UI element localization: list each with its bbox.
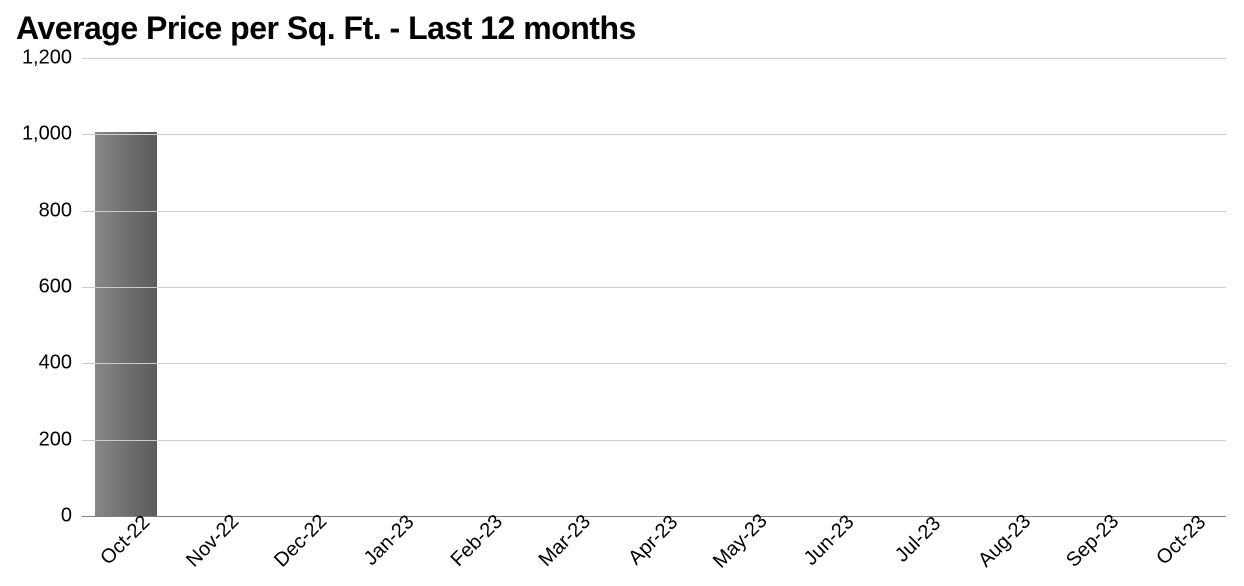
y-tick-label: 800	[39, 199, 72, 222]
x-tick-label: Jul-23	[891, 512, 946, 567]
x-tick-label: Sep-23	[1062, 510, 1124, 572]
gridline	[82, 58, 1226, 59]
y-tick-label: 0	[61, 505, 72, 528]
x-tick-label: May-23	[709, 510, 772, 573]
chart-title: Average Price per Sq. Ft. - Last 12 mont…	[16, 10, 1228, 47]
y-tick-label: 400	[39, 352, 72, 375]
y-tick-label: 1,000	[22, 123, 72, 146]
gridline	[82, 211, 1226, 212]
gridline	[82, 134, 1226, 135]
x-tick-label: Dec-22	[270, 510, 332, 572]
gridline	[82, 363, 1226, 364]
x-tick-label: Jan-23	[360, 511, 420, 571]
bar	[95, 132, 157, 516]
x-tick-label: Mar-23	[535, 511, 596, 572]
x-tick-label: Oct-23	[1152, 511, 1211, 570]
x-tick-label: Apr-23	[624, 511, 683, 570]
gridline	[82, 440, 1226, 441]
plot-area	[82, 58, 1226, 516]
x-tick-label: Oct-22	[96, 511, 155, 570]
y-axis: 02004006008001,0001,200	[0, 58, 82, 516]
x-tick-label: Feb-23	[447, 511, 508, 572]
gridline	[82, 287, 1226, 288]
y-tick-label: 600	[39, 276, 72, 299]
x-axis: Oct-22Nov-22Dec-22Jan-23Feb-23Mar-23Apr-…	[82, 516, 1226, 586]
x-tick-label: Nov-22	[182, 510, 244, 572]
x-tick-label: Aug-23	[974, 510, 1036, 572]
price-per-sqft-chart: Average Price per Sq. Ft. - Last 12 mont…	[0, 0, 1244, 586]
y-tick-label: 1,200	[22, 47, 72, 70]
x-tick-label: Jun-23	[800, 511, 860, 571]
y-tick-label: 200	[39, 428, 72, 451]
